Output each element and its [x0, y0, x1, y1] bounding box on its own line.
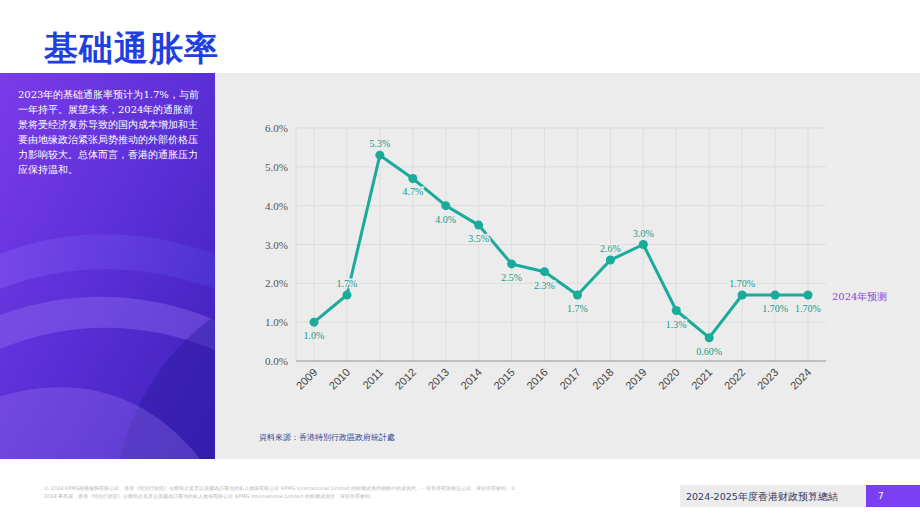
point [573, 290, 582, 299]
data-label: 3.5% [468, 233, 489, 244]
data-label: 4.0% [435, 214, 456, 225]
point [804, 290, 813, 299]
data-label: 1.3% [666, 319, 687, 330]
x-tick-label: 2012 [392, 366, 418, 392]
x-tick-label: 2020 [656, 366, 682, 392]
x-tick-label: 2021 [689, 366, 715, 392]
point [639, 240, 648, 249]
x-tick-label: 2022 [722, 366, 748, 392]
point [375, 151, 384, 160]
x-tick-label: 2011 [360, 366, 385, 391]
x-axis-line [296, 361, 826, 362]
data-label: 5.3% [369, 138, 390, 149]
x-tick-label: 2018 [590, 366, 616, 392]
y-axis-line [296, 128, 297, 361]
slide-title: 基础通胀率 [44, 26, 219, 70]
y-tick-label: 0.0% [265, 355, 288, 367]
footer-text: 2024-2025年度香港财政预算總結 [686, 490, 838, 503]
x-tick-label: 2010 [327, 366, 353, 392]
page-number: 7 [878, 490, 884, 503]
y-tick-label: 4.0% [265, 200, 288, 212]
series-group [310, 151, 813, 343]
data-label: 1.70% [795, 303, 821, 314]
point [474, 221, 483, 230]
swirl [0, 387, 200, 459]
slide: 基础通胀率 2023年的基础通胀率预计为1.7%，与前一年持平。展望未来，202… [0, 0, 920, 518]
body-text: 2023年的基础通胀率预计为1.7%，与前一年持平。展望未来，2024年的通胀前… [18, 87, 202, 177]
data-label: 4.7% [402, 186, 423, 197]
x-tick-label: 2023 [755, 366, 781, 392]
left-decoration [0, 73, 215, 459]
y-tick-label: 5.0% [265, 161, 288, 173]
chart-panel [215, 73, 920, 459]
y-tick-label: 3.0% [265, 239, 288, 251]
point [771, 290, 780, 299]
point [507, 259, 516, 268]
x-tick-label: 2024 [788, 366, 814, 392]
x-tick-label: 2016 [524, 366, 550, 392]
data-label: 2.6% [600, 243, 621, 254]
h-grid-line [296, 361, 826, 362]
y-tick-label: 2.0% [265, 277, 288, 289]
data-label: 1.7% [567, 303, 588, 314]
h-grid-line [296, 322, 826, 323]
copyright: © 2024 KPMG税務服務有限公司，香港《特別行政區》合夥制企業及以英國為註… [44, 484, 524, 500]
h-grid-line [296, 128, 826, 129]
data-label: 1.0% [304, 330, 325, 341]
chart: 0.0% 1.0% 2.0% 3.0% 4.0% 5.0% 6.0% 2009 2010 2011… [0, 0, 920, 518]
left-panel: 2023年的基础通胀率预计为1.7%，与前一年持平。展望未来，2024年的通胀前… [0, 73, 215, 459]
point [672, 306, 681, 315]
point [441, 201, 450, 210]
series-line [314, 155, 808, 338]
x-tick-label: 2009 [294, 366, 320, 392]
x-tick-label: 2013 [425, 366, 451, 392]
x-tick-label: 2014 [458, 366, 484, 392]
point [342, 290, 351, 299]
annotation: 2024年预测 [832, 291, 887, 302]
point [606, 256, 615, 265]
point [705, 333, 714, 342]
source-note: 資料來源：香港特別行政區政府統計處 [259, 432, 395, 443]
point [310, 318, 319, 327]
point [408, 174, 417, 183]
data-label: 2.3% [534, 280, 555, 291]
page-box [866, 485, 920, 507]
data-label: 1.70% [729, 278, 755, 289]
x-tick-label: 2017 [557, 366, 583, 392]
data-label: 1.70% [762, 303, 788, 314]
data-label: 3.0% [633, 228, 654, 239]
y-tick-label: 6.0% [265, 122, 288, 134]
x-tick-label: 2015 [491, 366, 517, 392]
point [738, 290, 747, 299]
h-grid-line [296, 205, 826, 206]
data-label: 0.60% [696, 346, 722, 357]
point [540, 267, 549, 276]
data-label: 1.7% [337, 278, 358, 289]
y-tick-label: 1.0% [265, 316, 288, 328]
h-grid-line [296, 244, 826, 245]
x-tick-label: 2019 [623, 366, 649, 392]
data-label: 2.5% [501, 272, 522, 283]
